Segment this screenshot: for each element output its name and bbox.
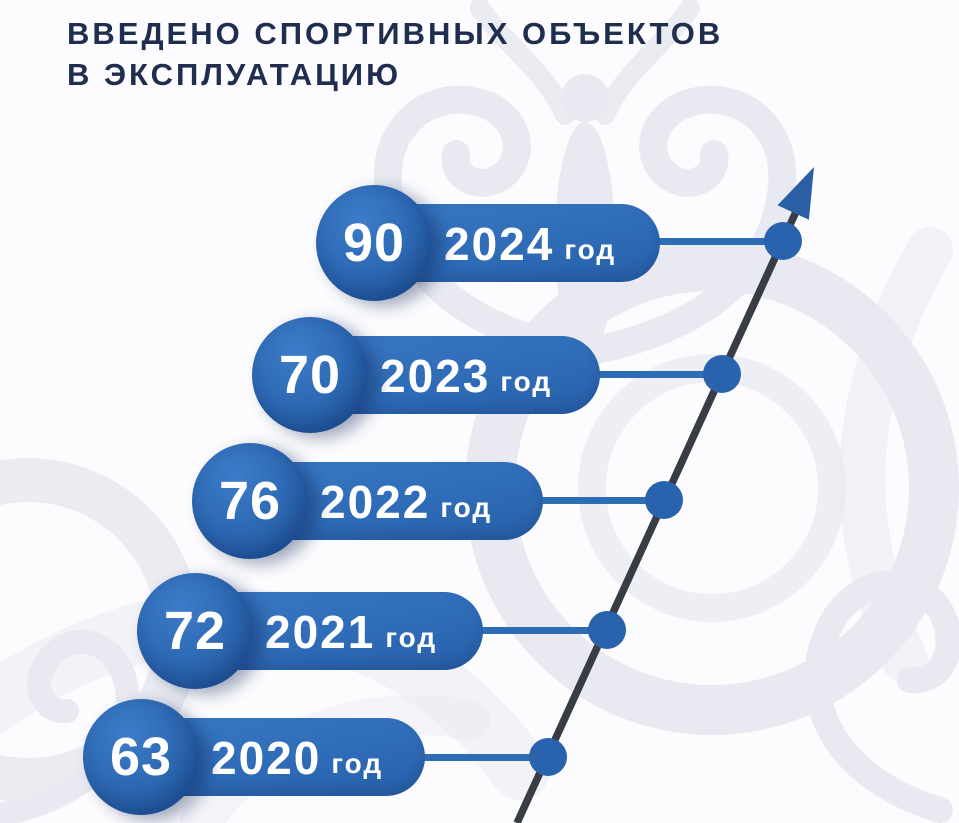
page-title-line2: В ЭКСПЛУАТАЦИЮ — [67, 57, 402, 92]
year-label: 2021 — [265, 606, 376, 658]
value-label: 70 — [278, 345, 342, 405]
value-label: 72 — [163, 601, 227, 661]
ornament-bud-tip — [561, 74, 609, 122]
page-title-line1: ВВЕДЕНО СПОРТИВНЫХ ОБЪЕКТОВ — [67, 16, 724, 51]
page-title: ВВЕДЕНО СПОРТИВНЫХ ОБЪЕКТОВ В ЭКСПЛУАТАЦ… — [67, 13, 723, 95]
year-label: 2020 — [211, 732, 322, 784]
value-badge: 63 — [83, 699, 199, 815]
year-label: 2023 — [380, 350, 491, 402]
year-label: 2024 — [444, 218, 555, 270]
value-badge: 72 — [137, 573, 253, 689]
trend-arrowhead-icon — [777, 167, 814, 220]
value-badge: 90 — [316, 185, 432, 301]
year-suffix-label: год — [385, 622, 438, 653]
value-label: 76 — [218, 471, 282, 531]
ornament-sprout-left — [470, 0, 575, 125]
ornament-curl-left — [373, 85, 599, 366]
ornament-sprout-right — [595, 0, 700, 125]
connector-line — [535, 497, 664, 504]
year-suffix-label: год — [331, 748, 384, 779]
value-badge: 70 — [252, 317, 368, 433]
year-suffix-label: год — [564, 234, 617, 265]
year-suffix-label: год — [440, 492, 493, 523]
year-label: 2022 — [320, 476, 431, 528]
axis-dot — [529, 738, 567, 776]
value-badge: 76 — [192, 443, 308, 559]
ornament-curl-right — [571, 85, 797, 366]
axis-dot — [703, 355, 741, 393]
axis-dot — [588, 611, 626, 649]
value-label: 90 — [342, 213, 406, 273]
axis-dot — [764, 222, 802, 260]
connector-line — [592, 371, 722, 378]
ornament-spiral-bottom-right — [804, 570, 959, 823]
ornament-swoosh-right — [839, 227, 953, 683]
connector-line — [650, 238, 783, 245]
year-suffix-label: год — [500, 366, 553, 397]
value-label: 63 — [109, 727, 173, 787]
connector-line — [477, 627, 607, 634]
connector-line — [417, 754, 548, 761]
axis-dot — [645, 481, 683, 519]
